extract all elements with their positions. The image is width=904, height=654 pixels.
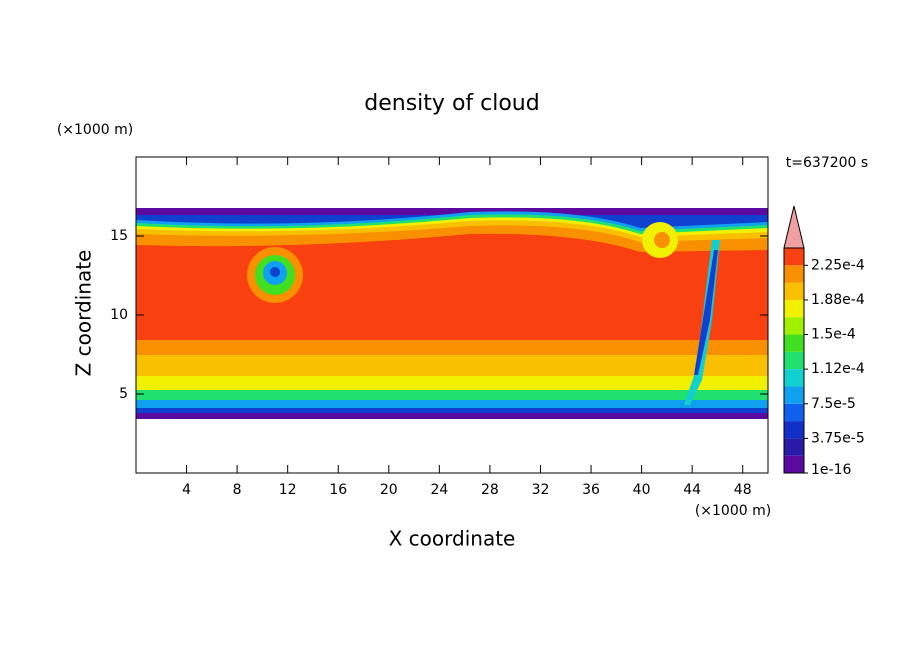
- colorbar-band: [784, 455, 804, 473]
- colorbar-band: [784, 421, 804, 439]
- x-tick-label: 20: [380, 482, 398, 498]
- colorbar-band: [784, 317, 804, 335]
- contour-field: [136, 208, 768, 419]
- x-tick-label: 36: [582, 482, 600, 498]
- x-tick-label: 28: [481, 482, 499, 498]
- x-unit: (×1000 m): [695, 503, 771, 519]
- x-tick-label: 16: [329, 482, 347, 498]
- colorbar-band: [784, 334, 804, 352]
- colorbar-tick-label: 7.5e-5: [811, 396, 856, 412]
- x-tick-label: 48: [734, 482, 752, 498]
- colorbar-band: [784, 403, 804, 422]
- colorbar-frame: [783, 247, 805, 474]
- colorbar-over: [783, 205, 805, 249]
- x-tick-label: 44: [683, 482, 701, 498]
- x-tick-label: 40: [633, 482, 651, 498]
- y-tick-label: 10: [110, 307, 128, 323]
- time-label: t=637200 s: [786, 155, 868, 171]
- colorbar-band: [784, 369, 804, 387]
- colorbar-band: [784, 438, 804, 456]
- colorbar-tick-label: 1.12e-4: [811, 361, 865, 377]
- x-tick-label: 32: [532, 482, 550, 498]
- colorbar-band: [784, 299, 804, 318]
- colorbar-tick-label: 3.75e-5: [811, 430, 865, 446]
- colorbar-band: [784, 351, 804, 370]
- y-axis-label: Z coordinate: [72, 250, 96, 377]
- x-tick-label: 4: [182, 482, 191, 498]
- y-tick-label: 15: [110, 228, 128, 244]
- colorbar-tick-label: 1e-16: [811, 462, 851, 478]
- colorbar-tick-label: 1.5e-4: [811, 327, 856, 343]
- colorbar-tick-label: 1.88e-4: [811, 292, 865, 308]
- colorbar-tick-label: 2.25e-4: [811, 257, 865, 273]
- x-tick-label: 8: [233, 482, 242, 498]
- colorbar-band: [784, 386, 804, 404]
- colorbar-band: [784, 248, 804, 266]
- y-unit: (×1000 m): [57, 122, 133, 138]
- x-tick-label: 24: [430, 482, 448, 498]
- colorbar-band: [784, 265, 804, 283]
- colorbar-band: [784, 282, 804, 300]
- x-tick-label: 12: [279, 482, 297, 498]
- x-axis-label: X coordinate: [389, 527, 516, 551]
- y-tick-label: 5: [119, 386, 128, 402]
- chart-title: density of cloud: [364, 91, 539, 116]
